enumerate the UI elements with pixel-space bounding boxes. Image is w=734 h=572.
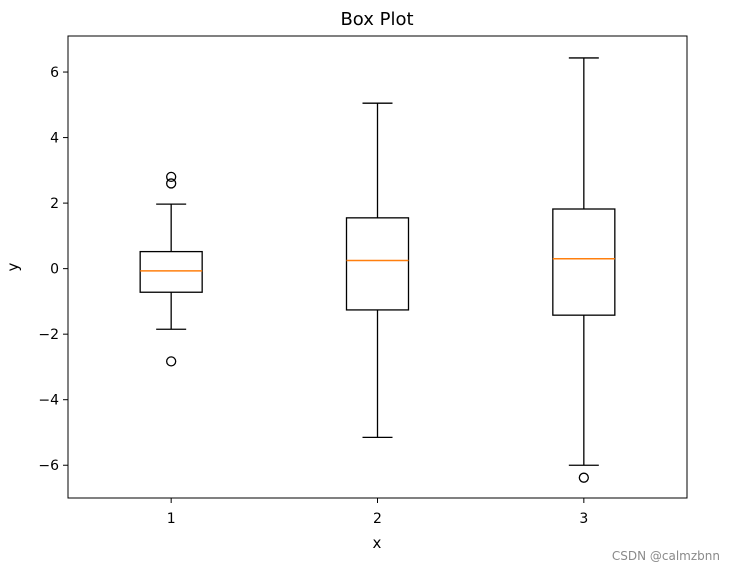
x-axis-ticks: 1 2 3 — [167, 498, 588, 527]
y-tick-label: −6 — [38, 458, 59, 474]
outlier-point — [166, 171, 177, 183]
outlier-point — [166, 356, 177, 367]
outlier-point — [578, 472, 589, 483]
outlier-point — [166, 178, 177, 189]
y-tick-label: 0 — [50, 262, 59, 278]
y-tick-label: 2 — [50, 196, 59, 212]
watermark: CSDN @calmzbnn — [611, 549, 720, 563]
iqr-box — [345, 217, 410, 311]
iqr-box — [139, 250, 203, 293]
box-group-1 — [139, 171, 203, 367]
y-tick-label: −2 — [38, 327, 59, 343]
box-group-3 — [552, 57, 616, 483]
y-tick-label: 6 — [50, 65, 59, 81]
chart-title: Box Plot — [340, 9, 413, 30]
box-group-2 — [345, 102, 410, 439]
y-axis-label: y — [4, 262, 22, 271]
x-tick-label: 3 — [579, 511, 588, 527]
x-tick-label: 1 — [167, 511, 176, 527]
box-series — [139, 57, 616, 483]
y-tick-label: 4 — [50, 131, 59, 147]
x-tick-label: 2 — [373, 511, 382, 527]
iqr-box — [552, 208, 616, 316]
x-axis-label: x — [373, 534, 382, 552]
y-tick-label: −4 — [38, 393, 59, 409]
y-axis-ticks: −6 −4 −2 0 2 4 6 — [38, 65, 68, 474]
